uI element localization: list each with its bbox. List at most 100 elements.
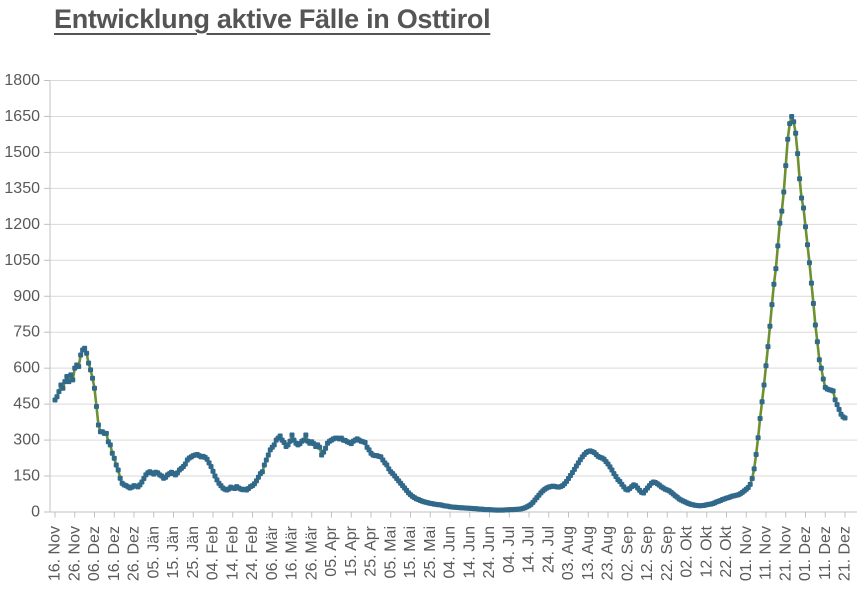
data-point-marker bbox=[793, 130, 799, 136]
data-point-marker bbox=[182, 461, 188, 467]
x-tick-label: 12. Sep bbox=[639, 526, 656, 581]
y-tick-label: 1200 bbox=[4, 216, 40, 233]
data-point-marker bbox=[749, 475, 755, 481]
data-point-marker bbox=[54, 394, 60, 400]
data-point-marker bbox=[779, 208, 785, 214]
data-point-marker bbox=[317, 444, 323, 450]
x-tick-label: 15. Apr bbox=[343, 525, 360, 576]
data-point-marker bbox=[76, 363, 82, 369]
x-tick-label: 02. Sep bbox=[619, 526, 636, 581]
x-tick-label: 21. Nov bbox=[777, 526, 794, 581]
data-point-marker bbox=[836, 406, 842, 412]
data-point-marker bbox=[747, 481, 753, 487]
x-tick-label: 26. Nov bbox=[66, 526, 83, 581]
data-point-marker bbox=[384, 462, 390, 468]
data-point-marker bbox=[92, 385, 97, 391]
x-tick-label: 22. Sep bbox=[659, 526, 676, 581]
x-tick-label: 05. Mai bbox=[382, 526, 399, 578]
data-point-marker bbox=[775, 243, 781, 249]
data-point-marker bbox=[323, 445, 329, 451]
data-point-marker bbox=[212, 473, 218, 479]
data-point-marker bbox=[834, 402, 840, 408]
x-tick-label: 13. Aug bbox=[580, 526, 597, 580]
x-tick-label: 26. Mär bbox=[303, 525, 320, 580]
data-point-marker bbox=[842, 415, 848, 421]
data-point-marker bbox=[765, 344, 771, 350]
y-tick-label: 150 bbox=[13, 468, 40, 485]
data-point-marker bbox=[804, 242, 810, 248]
x-tick-label: 01. Nov bbox=[738, 526, 755, 581]
data-point-marker bbox=[56, 389, 62, 395]
data-point-marker bbox=[261, 462, 267, 468]
x-tick-label: 06. Mär bbox=[264, 525, 281, 580]
x-tick-label: 24. Jul bbox=[540, 526, 557, 573]
data-point-marker bbox=[95, 422, 101, 428]
data-point-marker bbox=[78, 352, 84, 358]
gridlines bbox=[50, 80, 857, 477]
data-point-marker bbox=[832, 397, 838, 403]
x-tick-label: 01. Dez bbox=[797, 526, 814, 581]
x-tick-label: 22. Okt bbox=[718, 525, 735, 577]
x-tick-label: 25. Mai bbox=[422, 526, 439, 578]
data-point-marker bbox=[289, 432, 295, 438]
x-tick-label: 06. Dez bbox=[86, 526, 103, 581]
x-tick-label: 14. Feb bbox=[224, 526, 241, 580]
data-point-marker bbox=[783, 163, 789, 169]
data-point-marker bbox=[321, 449, 327, 455]
y-tick-label: 1050 bbox=[4, 252, 40, 269]
data-point-marker bbox=[781, 189, 787, 195]
x-tick-label: 24. Feb bbox=[244, 526, 261, 580]
x-tick-label: 26. Dez bbox=[126, 526, 143, 581]
x-tick-label: 05. Apr bbox=[323, 525, 340, 576]
data-point-marker bbox=[818, 365, 824, 371]
data-point-marker bbox=[84, 350, 90, 356]
data-point-marker bbox=[761, 382, 767, 388]
data-point-marker bbox=[812, 322, 818, 328]
data-point-marker bbox=[362, 439, 368, 445]
data-point-marker bbox=[277, 433, 283, 439]
data-point-marker bbox=[759, 399, 765, 405]
x-tick-label: 23. Aug bbox=[600, 526, 617, 580]
x-tick-label: 15. Jän bbox=[165, 526, 182, 578]
x-tick-label: 16. Nov bbox=[47, 526, 64, 581]
data-point-marker bbox=[787, 121, 793, 127]
data-point-marker bbox=[301, 437, 307, 443]
x-tick-label: 21. Dez bbox=[837, 526, 854, 581]
data-point-marker bbox=[816, 357, 822, 363]
data-point-marker bbox=[820, 376, 826, 382]
data-point-marker bbox=[808, 280, 814, 286]
x-tick-label: 04. Jul bbox=[501, 526, 518, 573]
y-tick-label: 300 bbox=[13, 432, 40, 449]
data-point-marker bbox=[115, 467, 121, 473]
y-tick-label: 900 bbox=[13, 288, 40, 305]
y-tick-label: 1350 bbox=[4, 180, 40, 197]
x-tick-label: 25. Apr bbox=[363, 525, 380, 576]
data-point-marker bbox=[814, 339, 820, 345]
data-point-marker bbox=[90, 375, 96, 381]
data-point-marker bbox=[82, 345, 88, 351]
x-tick-label: 24. Jun bbox=[481, 526, 498, 578]
data-point-marker bbox=[88, 367, 94, 373]
data-point-marker bbox=[769, 302, 775, 308]
data-point-marker bbox=[789, 113, 795, 119]
y-tick-label: 1500 bbox=[4, 144, 40, 161]
x-axis-labels: 16. Nov 26. Nov 06. Dez 16. Dez 26. Dez 05. J… bbox=[47, 512, 854, 581]
data-point-marker bbox=[785, 136, 791, 142]
data-point-marker bbox=[753, 451, 759, 457]
x-tick-label: 16. Mär bbox=[284, 525, 301, 580]
data-line bbox=[53, 115, 846, 512]
data-markers bbox=[52, 113, 848, 513]
data-point-marker bbox=[751, 466, 757, 472]
data-point-marker bbox=[830, 388, 836, 394]
data-point-marker bbox=[755, 435, 761, 441]
x-tick-label: 15. Mai bbox=[402, 526, 419, 578]
data-point-marker bbox=[210, 468, 216, 474]
data-point-marker bbox=[810, 300, 816, 306]
data-point-marker bbox=[111, 455, 117, 461]
data-point-marker bbox=[70, 377, 76, 383]
data-point-marker bbox=[60, 385, 66, 391]
data-point-marker bbox=[799, 195, 805, 201]
data-point-marker bbox=[103, 430, 109, 436]
x-tick-label: 04. Jun bbox=[442, 526, 459, 578]
